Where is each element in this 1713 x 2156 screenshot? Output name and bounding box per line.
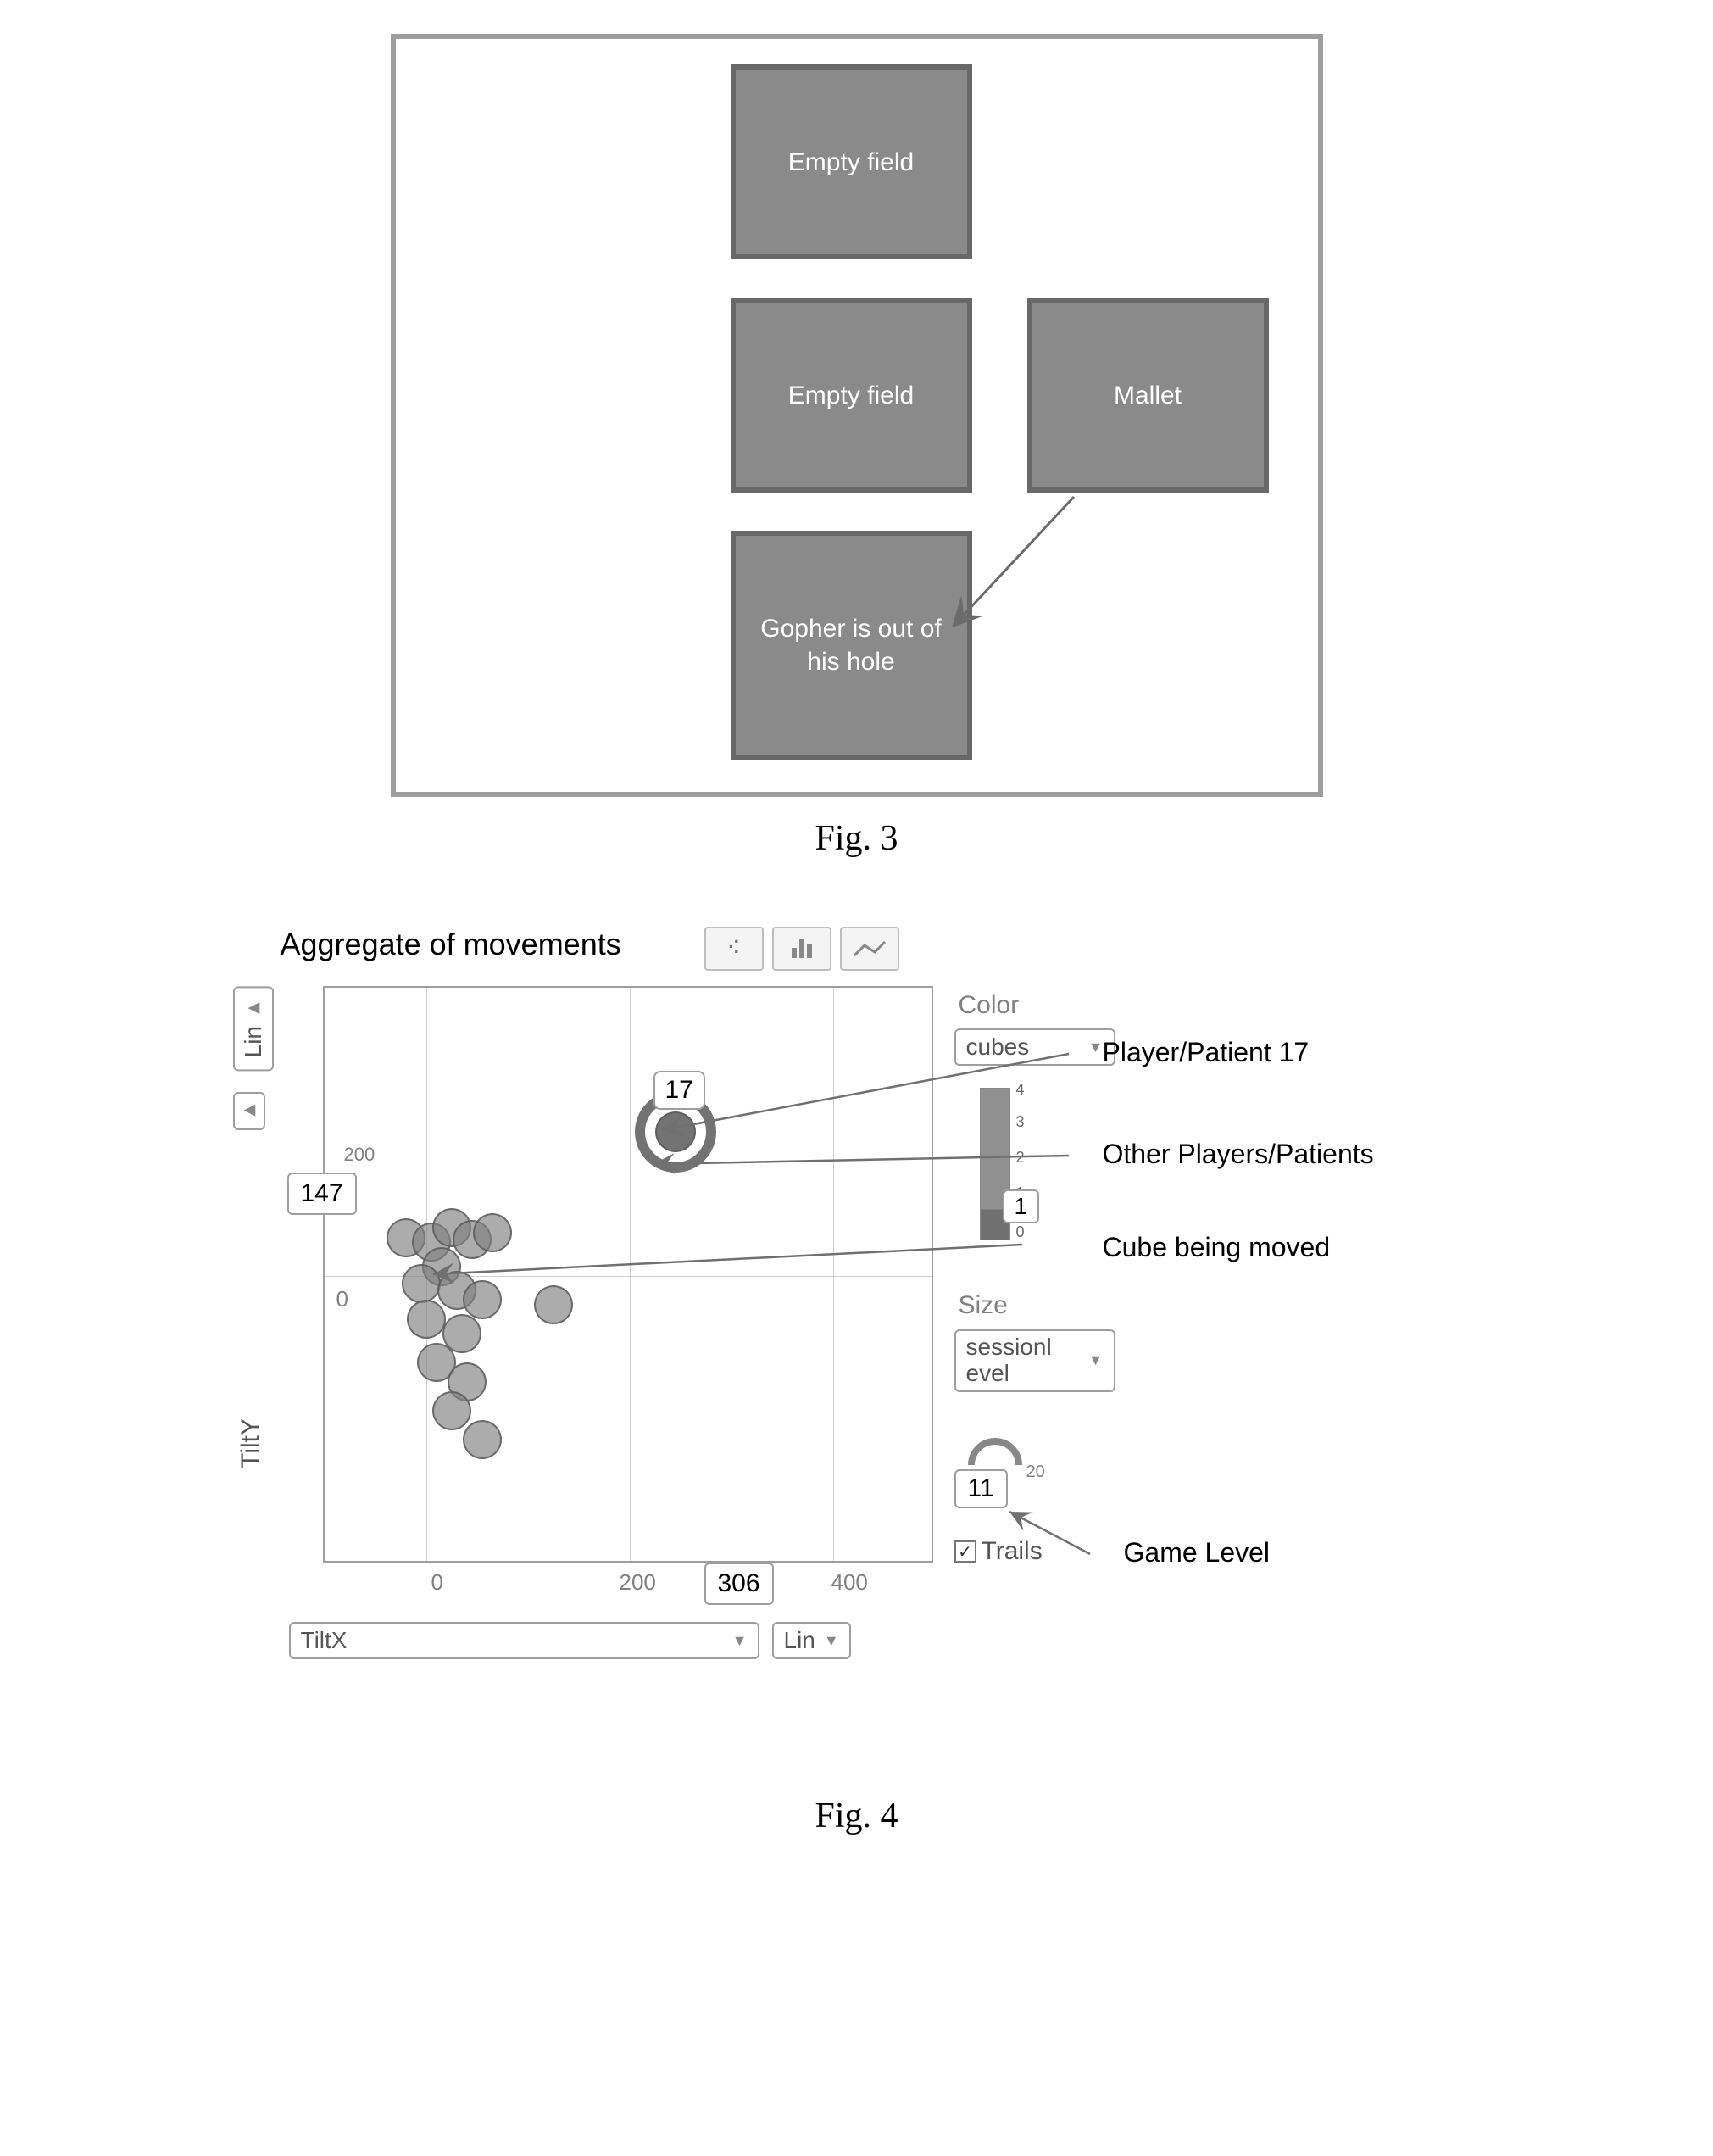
legend-size-title: Size — [959, 1291, 1008, 1320]
ytick-200: 200 — [344, 1144, 375, 1166]
chart-title: Aggregate of movements — [281, 927, 621, 962]
annot-cube: Cube being moved — [1103, 1232, 1331, 1263]
fig3-caption: Fig. 3 — [815, 818, 898, 859]
x-scale-label: Lin — [784, 1627, 815, 1654]
scatter-icon: ⠪ — [726, 938, 740, 960]
chart-type-bar-button[interactable] — [772, 927, 831, 971]
scatter-point[interactable] — [402, 1264, 441, 1303]
checkbox-icon: ✓ — [954, 1540, 976, 1563]
size-scale-max: 20 — [1026, 1462, 1045, 1482]
fig4-panel: Aggregate of movements ⠪ Lin ▶ ▶ Ti — [145, 910, 1569, 1774]
scatter-point[interactable] — [463, 1420, 502, 1459]
scatter-point[interactable] — [407, 1300, 446, 1339]
line-icon — [853, 939, 887, 959]
trails-label: Trails — [982, 1537, 1043, 1566]
annot-player: Player/Patient 17 — [1103, 1037, 1310, 1068]
chevron-down-icon: ▼ — [1088, 1352, 1104, 1369]
chevron-down-icon: ▶ — [244, 1000, 263, 1017]
y-collapse-toggle[interactable]: ▶ — [233, 1092, 265, 1130]
chart-type-line-button[interactable] — [840, 927, 899, 971]
mallet-to-gopher-arrow — [396, 39, 1318, 792]
legend-color-title: Color — [959, 991, 1020, 1020]
y-scale-label: Lin — [240, 1026, 267, 1057]
fig4-caption: Fig. 4 — [815, 1796, 898, 1836]
colorbar-tick-2: 2 — [1016, 1149, 1025, 1167]
annot-others: Other Players/Patients — [1103, 1139, 1374, 1170]
trails-checkbox[interactable]: ✓ Trails — [954, 1537, 1043, 1566]
scatter-point[interactable] — [534, 1285, 573, 1324]
chevron-down-icon: ▼ — [732, 1632, 748, 1650]
xtick-200: 200 — [620, 1569, 656, 1596]
chevron-down-icon: ▼ — [1088, 1039, 1104, 1056]
scatter-plot[interactable] — [323, 986, 933, 1563]
colorbar-tick-0: 0 — [1016, 1223, 1025, 1241]
annot-level: Game Level — [1124, 1537, 1271, 1568]
y-axis-label: TiltY — [236, 1418, 265, 1468]
legend-color-field: cubes — [966, 1033, 1030, 1061]
y-scale-select[interactable]: Lin ▶ — [233, 986, 274, 1071]
scatter-point[interactable] — [473, 1213, 512, 1252]
tooltip-id: 17 — [653, 1071, 705, 1110]
legend-size-field-select[interactable]: sessionlevel ▼ — [954, 1329, 1115, 1392]
scatter-point[interactable] — [463, 1280, 502, 1319]
ytick-0: 0 — [336, 1286, 348, 1312]
highlight-point[interactable] — [655, 1111, 696, 1152]
figure-3: Empty field Empty field Mallet Gopher is… — [34, 34, 1679, 859]
x-axis-label: TiltX — [301, 1627, 348, 1654]
fig3-board: Empty field Empty field Mallet Gopher is… — [391, 34, 1323, 797]
chart-type-scatter-button[interactable]: ⠪ — [704, 927, 764, 971]
colorbar-tick-4: 4 — [1016, 1081, 1025, 1099]
figure-4: Aggregate of movements ⠪ Lin ▶ ▶ Ti — [34, 910, 1679, 1836]
size-value: 11 — [954, 1469, 1008, 1508]
chevron-down-icon: ▶ — [240, 1102, 259, 1120]
bar-icon — [792, 939, 812, 958]
chevron-down-icon: ▼ — [824, 1632, 839, 1650]
tooltip-y-value: 147 — [287, 1173, 357, 1215]
legend-size-field: sessionlevel — [966, 1334, 1052, 1387]
x-axis-field-select[interactable]: TiltX ▼ — [289, 1622, 759, 1659]
colorbar-tick-3: 3 — [1016, 1113, 1025, 1131]
xtick-400: 400 — [831, 1569, 868, 1596]
colorbar-value: 1 — [1003, 1189, 1040, 1223]
x-scale-select[interactable]: Lin ▼ — [772, 1622, 851, 1659]
tooltip-x-value: 306 — [704, 1563, 774, 1605]
legend-color-field-select[interactable]: cubes ▼ — [954, 1028, 1115, 1066]
scatter-point[interactable] — [432, 1391, 471, 1430]
xtick-0: 0 — [431, 1569, 443, 1596]
